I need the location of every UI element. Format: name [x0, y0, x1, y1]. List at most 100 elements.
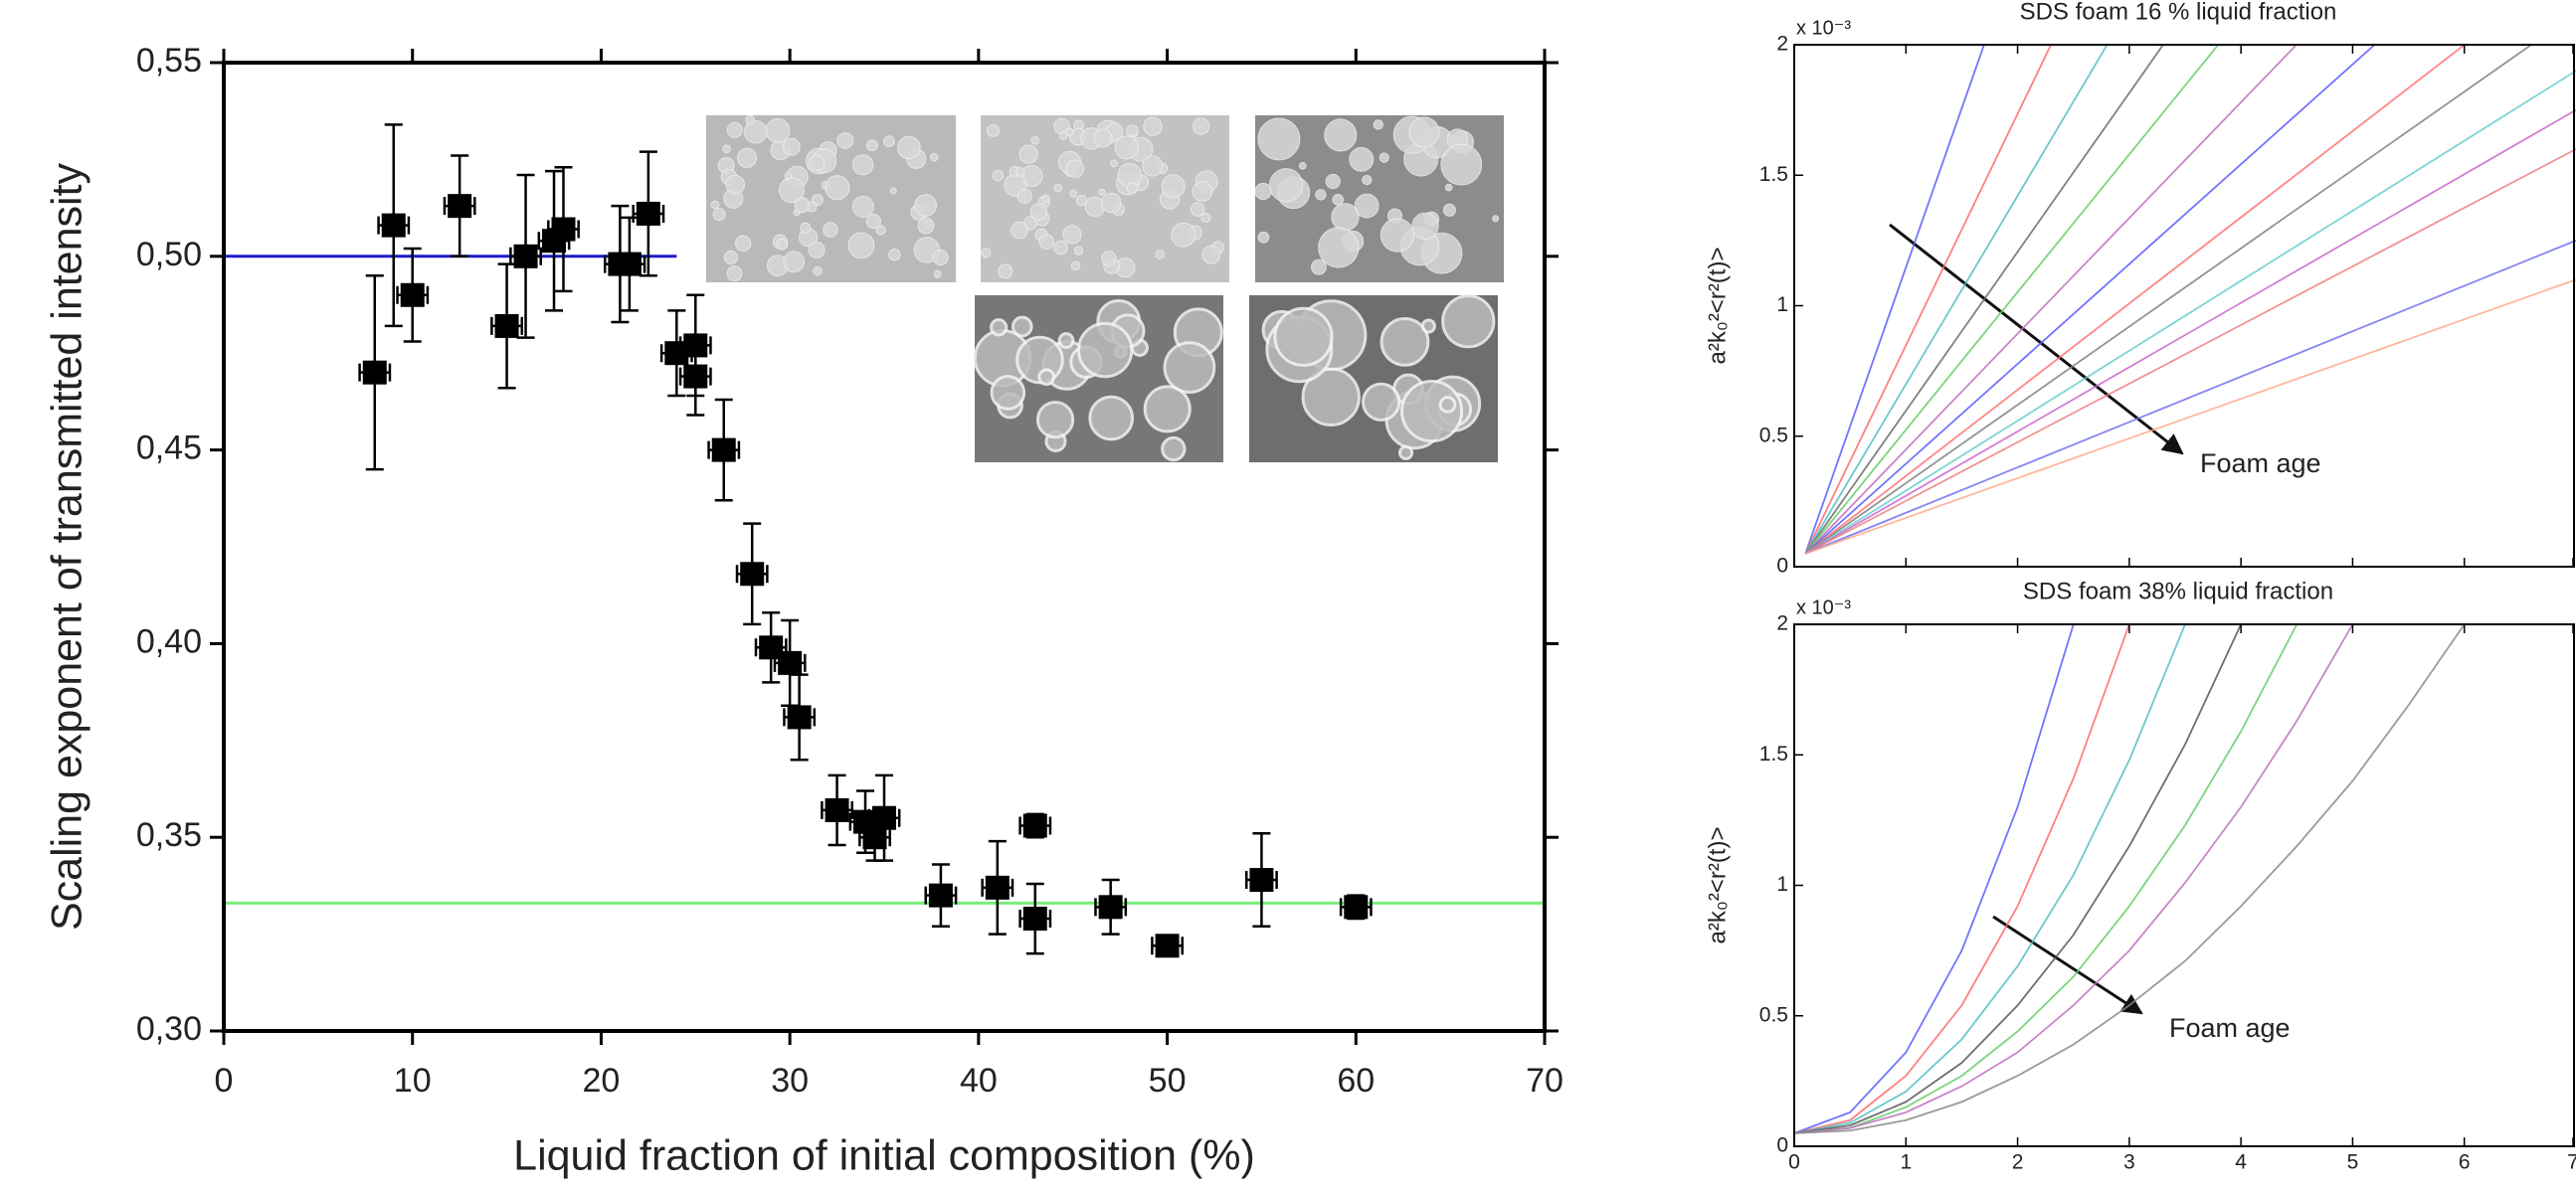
- x-tick-label: 10: [394, 1062, 432, 1100]
- y-tick-label: 1.5: [1759, 743, 1788, 766]
- bubble: [725, 174, 746, 195]
- bubble: [1311, 258, 1327, 275]
- annotation-arrow: [1889, 223, 2184, 455]
- data-point: [872, 805, 896, 830]
- bubble: [888, 248, 901, 261]
- bubble: [929, 152, 939, 162]
- bubble: [1193, 117, 1210, 135]
- data-point: [636, 201, 660, 226]
- annotation: Foam age: [2200, 448, 2321, 478]
- bubble: [710, 200, 720, 210]
- bubble: [784, 172, 793, 180]
- bubble: [1444, 183, 1453, 192]
- bubble: [1201, 245, 1221, 264]
- bubble: [990, 375, 1026, 411]
- bubble: [990, 318, 1009, 337]
- bubble: [1093, 128, 1113, 148]
- bubble: [897, 135, 921, 160]
- data-line: [1804, 45, 1985, 555]
- bubble: [1163, 341, 1216, 394]
- bubble: [1420, 318, 1436, 334]
- bubble: [783, 251, 806, 273]
- y-tick-label: 1: [1776, 293, 1788, 316]
- bubble: [1257, 231, 1270, 244]
- x-tick-label: 5: [2347, 1151, 2359, 1174]
- bubble: [1029, 203, 1048, 221]
- bubble: [1053, 240, 1068, 256]
- data-line: [1794, 624, 2299, 1134]
- x-tick-label: 2: [2012, 1151, 2024, 1174]
- data-point: [683, 364, 708, 389]
- annotation-arrow: [1992, 915, 2143, 1015]
- bubble: [765, 118, 791, 143]
- x-tick-label: 4: [2235, 1151, 2247, 1174]
- bubble: [1126, 124, 1139, 137]
- bubble: [883, 135, 895, 147]
- bubble: [1379, 152, 1389, 163]
- bubble: [825, 175, 850, 201]
- y-axis-label: Scaling exponent of transmitted intensit…: [43, 162, 91, 931]
- x-tick-label: 20: [583, 1062, 621, 1100]
- bubble: [1075, 194, 1088, 207]
- annotation: Foam age: [2169, 1013, 2291, 1043]
- x-tick-label: 6: [2459, 1151, 2471, 1174]
- bubble: [1298, 162, 1307, 170]
- data-point: [400, 282, 425, 307]
- data-point: [362, 360, 387, 385]
- x-tick-label: 70: [1526, 1062, 1564, 1100]
- bubble: [1325, 173, 1341, 190]
- bubble: [776, 238, 789, 251]
- bubble: [1254, 182, 1272, 201]
- data-point: [551, 217, 576, 242]
- data-line: [1804, 108, 2576, 555]
- data-point: [381, 213, 406, 238]
- bubble: [914, 194, 937, 217]
- data-point: [513, 244, 538, 268]
- bubble: [1058, 130, 1068, 140]
- bubble: [1011, 221, 1028, 240]
- bubble: [836, 132, 854, 149]
- x-axis-label: Liquid fraction of initial composition (…: [513, 1131, 1255, 1179]
- data-line: [1804, 45, 2376, 555]
- data-line: [1804, 45, 2165, 555]
- data-point: [985, 875, 1010, 900]
- bubble: [1440, 143, 1483, 186]
- data-line: [1804, 278, 2576, 555]
- bubble: [1155, 250, 1165, 259]
- bubble: [865, 213, 881, 230]
- x-tick-label: 7: [2567, 1151, 2576, 1174]
- bubble: [1349, 146, 1375, 172]
- bubble: [981, 248, 992, 258]
- bubble: [1101, 251, 1117, 266]
- data-line: [1794, 624, 2354, 1134]
- bubble: [932, 249, 949, 266]
- bubble: [1442, 203, 1456, 217]
- x-tick-label: 30: [771, 1062, 809, 1100]
- bubble: [1200, 213, 1211, 223]
- data-line: [1804, 45, 2109, 555]
- data-line: [1794, 624, 2130, 1134]
- bubble: [1171, 222, 1196, 248]
- bubble: [745, 114, 756, 125]
- y-axis-label: a²k₀²<r²(t)>: [1704, 248, 1731, 365]
- bubble: [1161, 174, 1186, 199]
- bubble: [992, 169, 1005, 182]
- bubble: [1057, 332, 1075, 349]
- panel-title: SDS foam 16 % liquid fraction: [2020, 0, 2337, 25]
- data-line: [1804, 70, 2576, 555]
- bubble: [1161, 435, 1187, 462]
- data-line: [1804, 45, 2467, 555]
- bubble: [1037, 368, 1056, 387]
- bubble: [1380, 317, 1430, 367]
- data-line: [1794, 624, 2075, 1134]
- bubble: [1273, 306, 1334, 367]
- bubble: [1380, 218, 1415, 253]
- bubble: [1142, 155, 1164, 177]
- data-point: [1155, 934, 1180, 958]
- y-tick-label: 1: [1776, 873, 1788, 896]
- bubble: [1016, 188, 1032, 205]
- bubble: [1011, 315, 1033, 338]
- y-tick-label: 2: [1776, 33, 1788, 56]
- bubble: [1098, 188, 1106, 196]
